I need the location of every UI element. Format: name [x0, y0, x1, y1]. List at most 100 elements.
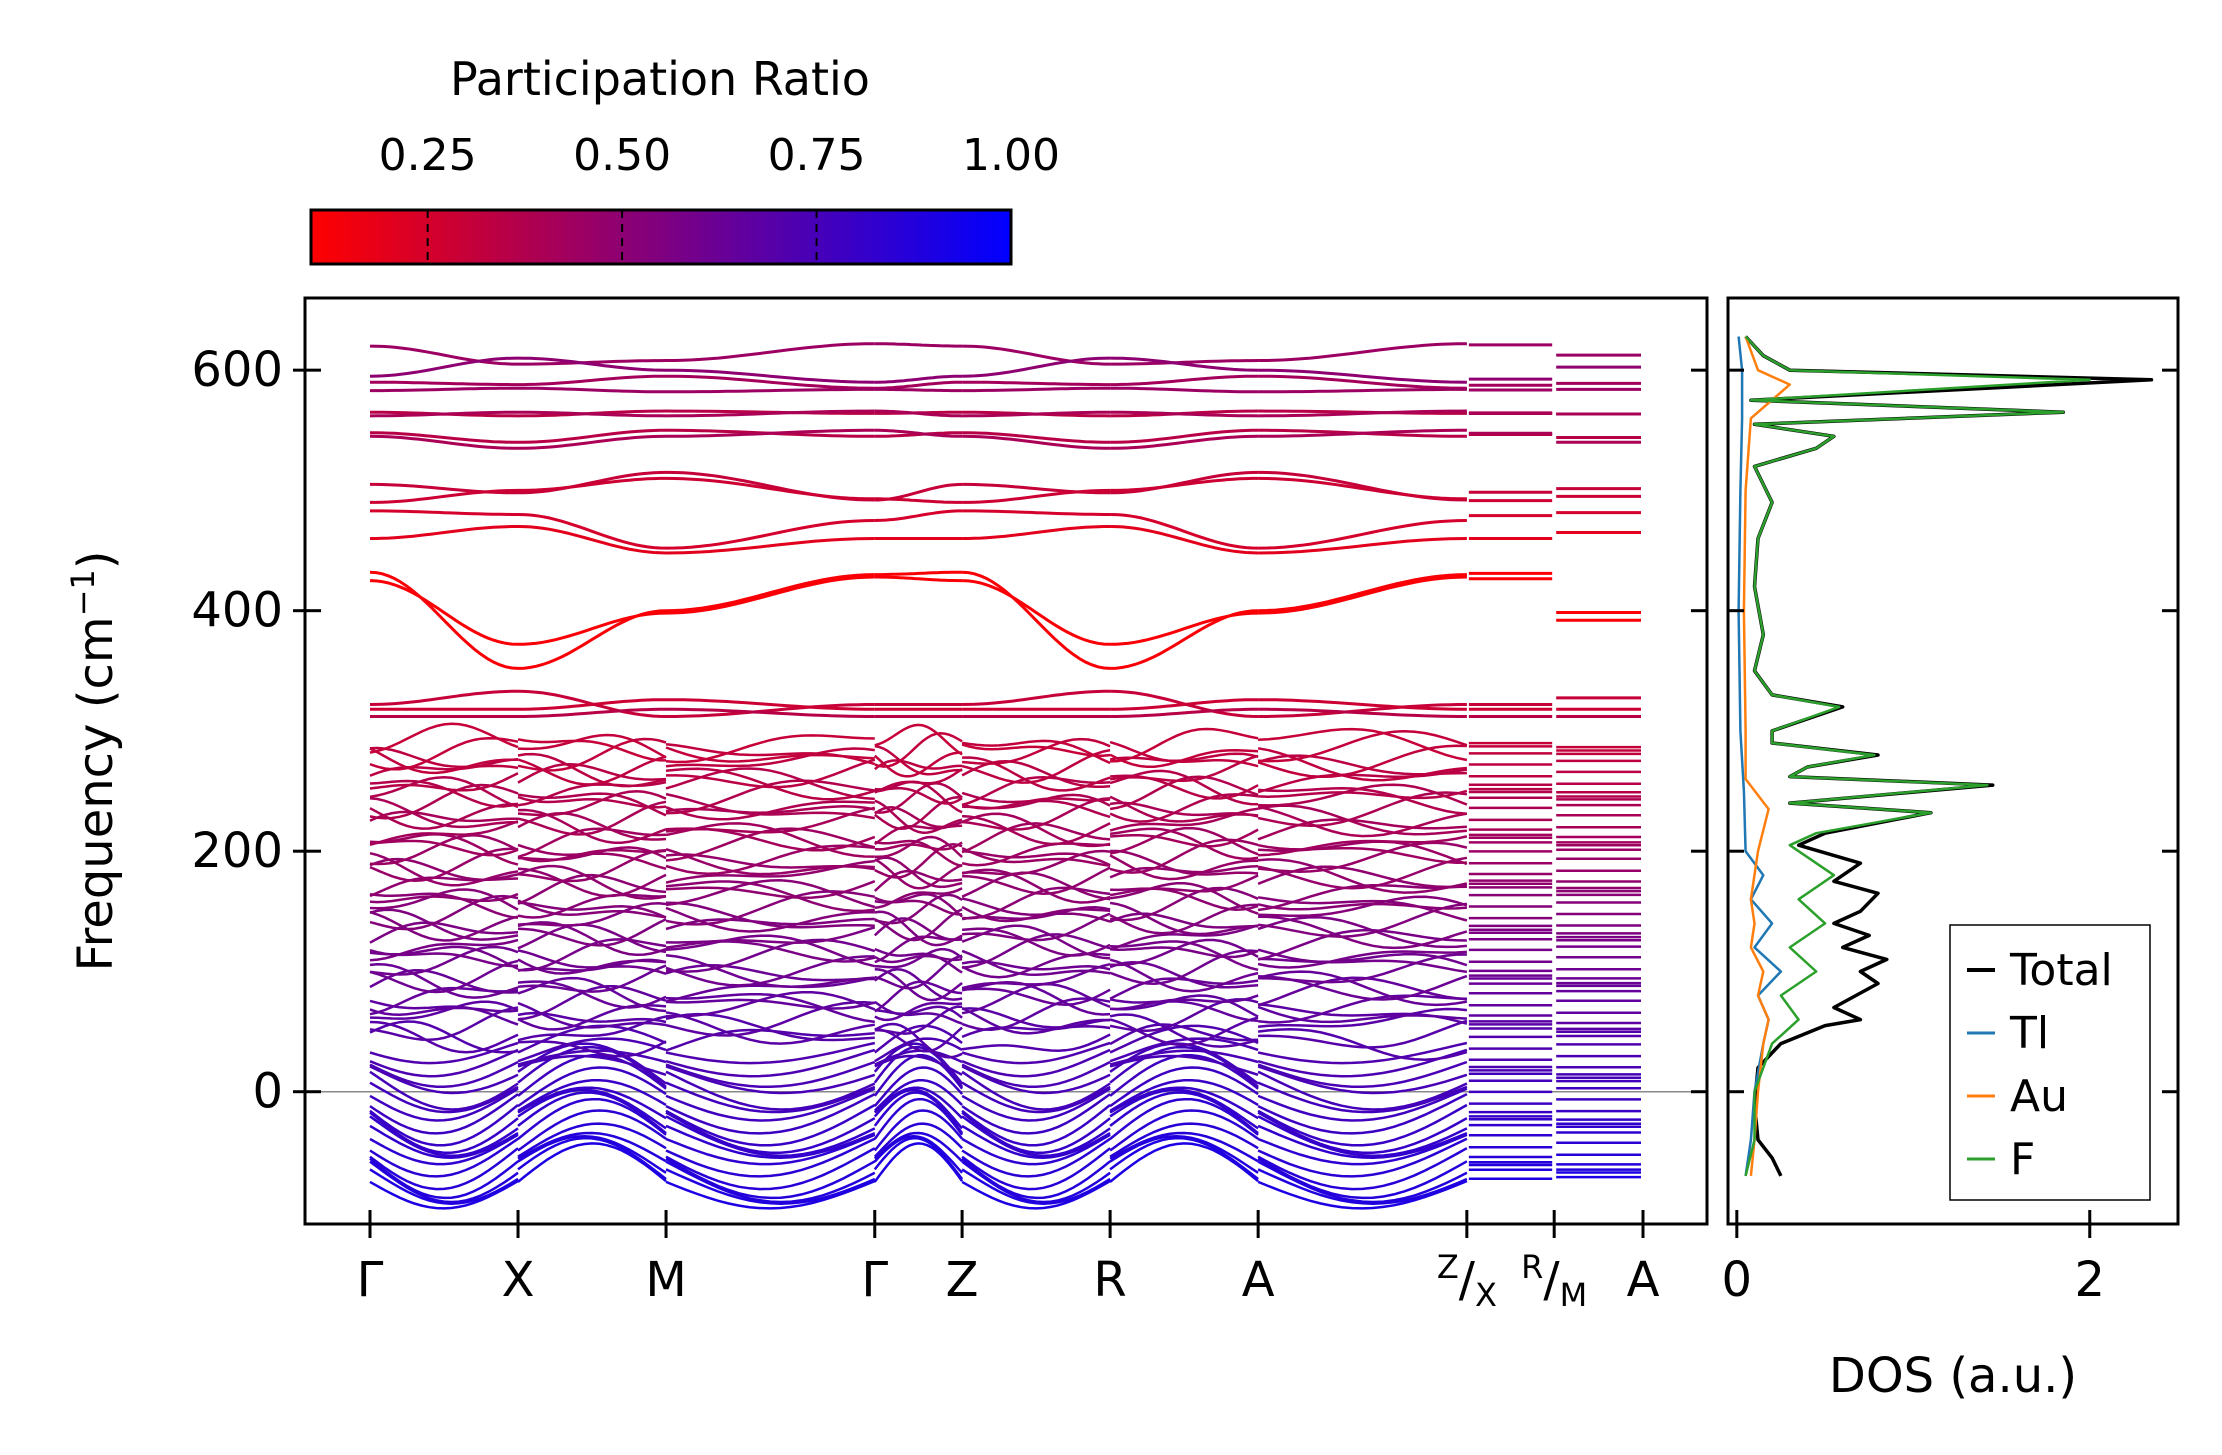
band-branch [665, 926, 876, 949]
band-branch [1109, 775, 1259, 811]
band-branch [874, 497, 963, 504]
band-branch [369, 820, 519, 847]
band-branch [517, 867, 667, 898]
band-branch [1109, 795, 1259, 823]
band-branch [1109, 754, 1259, 783]
band-branch [962, 689, 1111, 706]
band-branch [1257, 1060, 1468, 1089]
band-branch [961, 1006, 1111, 1035]
band-branch [665, 1133, 876, 1166]
band-branch [518, 386, 666, 394]
band-branch [1257, 1133, 1468, 1166]
band-branch [1110, 849, 1259, 876]
band-branch [1110, 707, 1259, 718]
band-branch [517, 1042, 667, 1085]
band-branch [369, 1020, 519, 1054]
band-branch [369, 1093, 519, 1135]
band-branch [517, 827, 667, 859]
k-point-label: Γ [861, 1252, 888, 1308]
band-branch [1109, 1131, 1259, 1163]
band-branch [874, 1024, 963, 1054]
dos-x-tick-label: 2 [2074, 1252, 2105, 1308]
legend: Total Tl Au F [1949, 924, 2151, 1201]
band-branch [1257, 1160, 1468, 1204]
band-branch [1258, 470, 1467, 502]
band-branch [961, 1060, 1111, 1089]
band-branch [665, 1147, 876, 1191]
band-branch [665, 953, 875, 988]
band-branch [369, 1137, 519, 1178]
band-branch [369, 959, 519, 994]
band-branch [874, 910, 963, 947]
band-branch [517, 958, 667, 975]
band-branch [517, 980, 667, 1009]
band-branch [517, 1054, 667, 1076]
band-branch [369, 1081, 519, 1114]
y-tick-label: 200 [191, 823, 283, 879]
band-branch [1257, 1157, 1468, 1200]
band-branch [1110, 386, 1259, 394]
band-branch [1109, 1013, 1259, 1048]
band-branch [369, 356, 519, 378]
band-branch [1258, 915, 1468, 950]
band-branch [1110, 698, 1259, 711]
band-branch [961, 842, 1111, 867]
band-branch [517, 1088, 667, 1130]
band-branch [665, 746, 875, 763]
band-branch [874, 835, 963, 859]
band-branch [517, 1066, 667, 1108]
band-branch [1257, 804, 1468, 836]
band-branch [1257, 948, 1468, 974]
band-branch [665, 1160, 876, 1204]
band-branch [665, 1041, 876, 1065]
band-branch [369, 1124, 519, 1159]
band-branch [961, 1115, 1111, 1158]
band-branch [517, 356, 667, 372]
band-branch [874, 893, 963, 925]
band-branch [1110, 374, 1259, 387]
band-branch [369, 847, 519, 882]
band-branch [961, 1087, 1111, 1122]
band-branch [874, 387, 963, 393]
band-branch [369, 1111, 519, 1154]
band-branch [961, 1111, 1111, 1154]
band-branch [1257, 841, 1468, 873]
y-axis-label: Frequency (cm−1) [64, 550, 124, 971]
band-branch [874, 723, 963, 756]
band-branch [961, 1048, 1111, 1078]
band-branch [1258, 519, 1467, 550]
band-branch [874, 806, 963, 829]
band-branch [1109, 998, 1259, 1023]
band-branch [665, 992, 875, 1024]
band-branch [1258, 409, 1467, 418]
band-branch [1110, 828, 1259, 848]
band-branch [1109, 1053, 1259, 1097]
k-point-label: Γ [357, 1252, 384, 1308]
band-branch [517, 964, 667, 993]
band-branch [874, 968, 963, 1001]
band-branch [369, 802, 519, 830]
band-branch [873, 1066, 964, 1107]
band-structure-panel: 0 200 400 600 Γ X M Γ Z R A Z/X R/M A Frequency (cm−… [64, 296, 1709, 1314]
band-branch [517, 800, 667, 836]
band-branch [369, 945, 519, 976]
band-branch [1109, 949, 1259, 985]
band-branch [874, 732, 963, 768]
band-branch [666, 703, 875, 718]
band-branch [873, 751, 963, 778]
band-branch [1257, 805, 1468, 838]
band-branch [1110, 946, 1259, 959]
band-branch [1109, 1049, 1259, 1066]
band-branch [961, 1093, 1111, 1135]
band-branch [665, 573, 875, 613]
band-branch [961, 1104, 1111, 1147]
band-branch [517, 792, 667, 817]
band-branch [369, 1160, 519, 1204]
band-branch [665, 792, 875, 820]
band-branch [665, 1048, 876, 1078]
band-branch [518, 476, 666, 492]
band-branch [517, 795, 667, 809]
band-branch [517, 698, 666, 711]
band-branch [961, 927, 1111, 957]
band-branch [1110, 434, 1259, 450]
